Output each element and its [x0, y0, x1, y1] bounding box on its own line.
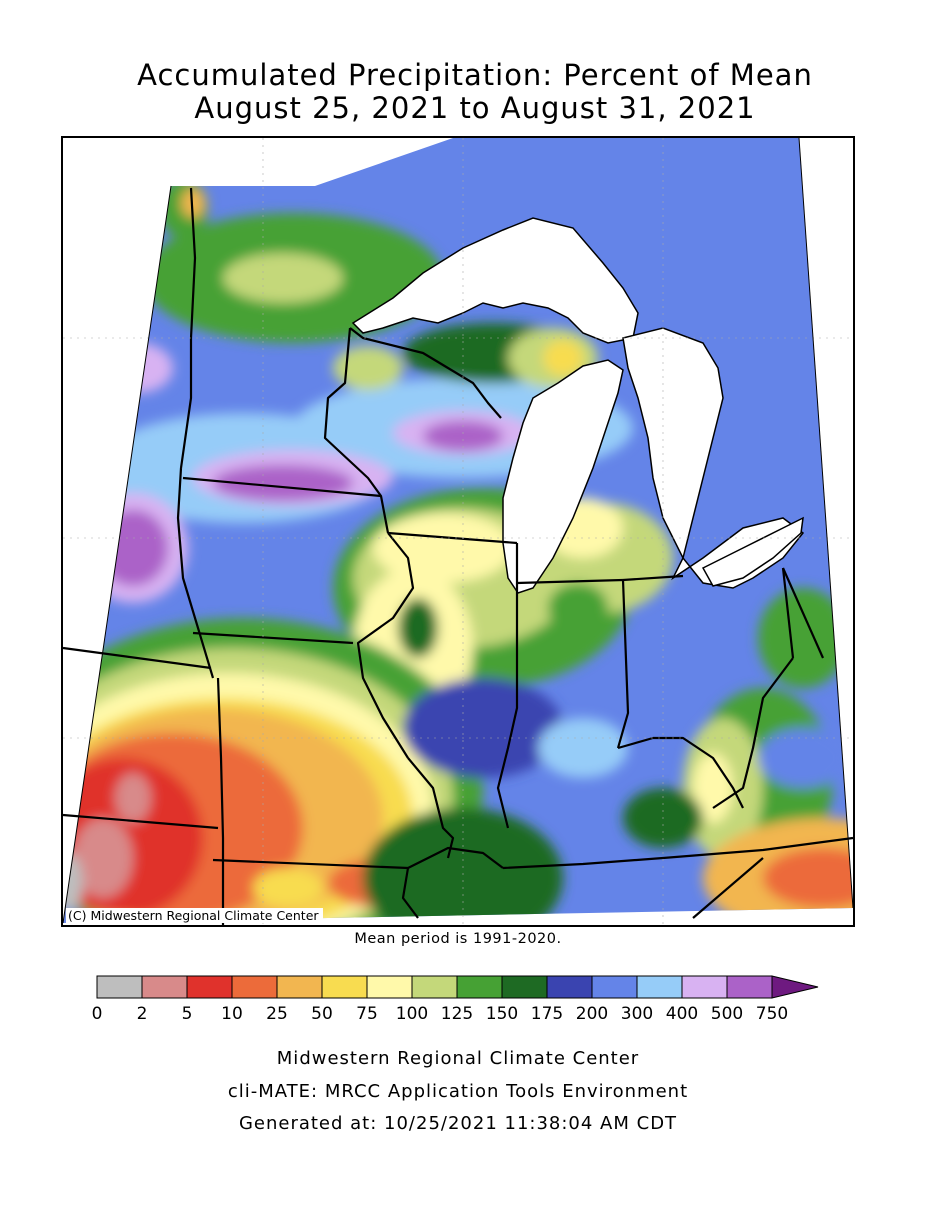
legend-swatch — [141, 975, 188, 999]
legend-overflow-arrow — [771, 975, 819, 999]
border-ia-il — [356, 532, 415, 759]
border-wi-il — [387, 531, 518, 545]
border-ne-sd — [63, 646, 212, 670]
border-oh-pa — [781, 567, 795, 659]
legend-tick-labels: 0 2 5 10 25 50 75 100 125 150 175 200 300 400 500 750 — [0, 1004, 950, 1026]
legend-tick-label: 400 — [665, 1004, 699, 1024]
legend-tick-label: 200 — [575, 1004, 609, 1024]
border-il-in — [496, 543, 519, 829]
border-mo-ar — [212, 858, 419, 919]
border-mo-ky — [407, 846, 504, 869]
great-lakes — [351, 217, 805, 594]
legend-tick-label: 50 — [311, 1004, 333, 1024]
graticule — [63, 138, 853, 925]
map-date-range: August 25, 2021 to August 31, 2021 — [194, 91, 756, 125]
border-wi-mi — [349, 327, 502, 419]
legend-swatch — [411, 975, 458, 999]
legend-swatch — [96, 975, 143, 999]
legend-swatch — [546, 975, 593, 999]
precipitation-map: (C) Midwestern Regional Climate Center — [61, 136, 855, 927]
footer-generated-time: Generated at: 10/25/2021 11:38:04 AM CDT — [238, 1113, 678, 1134]
legend-tick-label: 5 — [181, 1004, 193, 1024]
legend-swatch — [726, 975, 773, 999]
border-ks-mo — [216, 677, 225, 925]
legend-swatch — [231, 975, 278, 999]
border-mn-ia — [182, 476, 382, 498]
legend-swatch — [591, 975, 638, 999]
legend-tick-label: 0 — [91, 1004, 103, 1024]
border-tn-va — [692, 857, 764, 919]
legend-swatch — [636, 975, 683, 999]
legend-tick-label: 125 — [440, 1004, 474, 1024]
domain-outline — [63, 185, 172, 924]
footer-tool-name: cli-MATE: MRCC Application Tools Environ… — [227, 1081, 689, 1102]
legend-swatch — [321, 975, 368, 999]
lake-michigan — [502, 359, 624, 594]
border-ks-ne — [63, 813, 219, 830]
border-mn-wi — [323, 327, 390, 534]
legend-tick-label: 300 — [620, 1004, 654, 1024]
border-mi-oh — [622, 574, 684, 582]
footer-organization: Midwestern Regional Climate Center — [276, 1048, 640, 1069]
copyright-label: (C) Midwestern Regional Climate Center — [66, 908, 323, 923]
border-va — [781, 567, 825, 659]
color-legend — [96, 975, 819, 999]
legend-tick-label: 750 — [755, 1004, 789, 1024]
legend-tick-label: 175 — [530, 1004, 564, 1024]
state-borders — [63, 187, 853, 925]
border-in-oh — [616, 579, 630, 749]
legend-tick-label: 2 — [136, 1004, 148, 1024]
border-ia-mo — [192, 631, 354, 645]
legend-swatch — [186, 975, 233, 999]
legend-tick-label: 25 — [266, 1004, 288, 1024]
lake-erie — [701, 516, 804, 587]
mean-period-note: Mean period is 1991-2020. — [354, 931, 562, 947]
legend-swatch — [276, 975, 323, 999]
map-title: Accumulated Precipitation: Percent of Me… — [137, 58, 813, 92]
legend-tick-label: 500 — [710, 1004, 744, 1024]
border-ky-north — [617, 736, 744, 809]
legend-swatch — [681, 975, 728, 999]
legend-swatch — [366, 975, 413, 999]
legend-tick-label: 10 — [221, 1004, 243, 1024]
border-ky-south — [502, 836, 853, 870]
border-in-mi — [516, 578, 624, 585]
legend-tick-label: 75 — [356, 1004, 378, 1024]
lake-huron — [622, 327, 805, 589]
legend-tick-label: 100 — [395, 1004, 429, 1024]
legend-swatch — [501, 975, 548, 999]
border-oh-wv — [712, 657, 794, 809]
border-sd-mn — [176, 467, 215, 679]
domain-outline-right — [798, 138, 853, 909]
precipitation-map-graphic — [63, 138, 853, 925]
border-il-mo — [407, 757, 455, 859]
legend-swatch — [456, 975, 503, 999]
legend-tick-label: 150 — [485, 1004, 519, 1024]
